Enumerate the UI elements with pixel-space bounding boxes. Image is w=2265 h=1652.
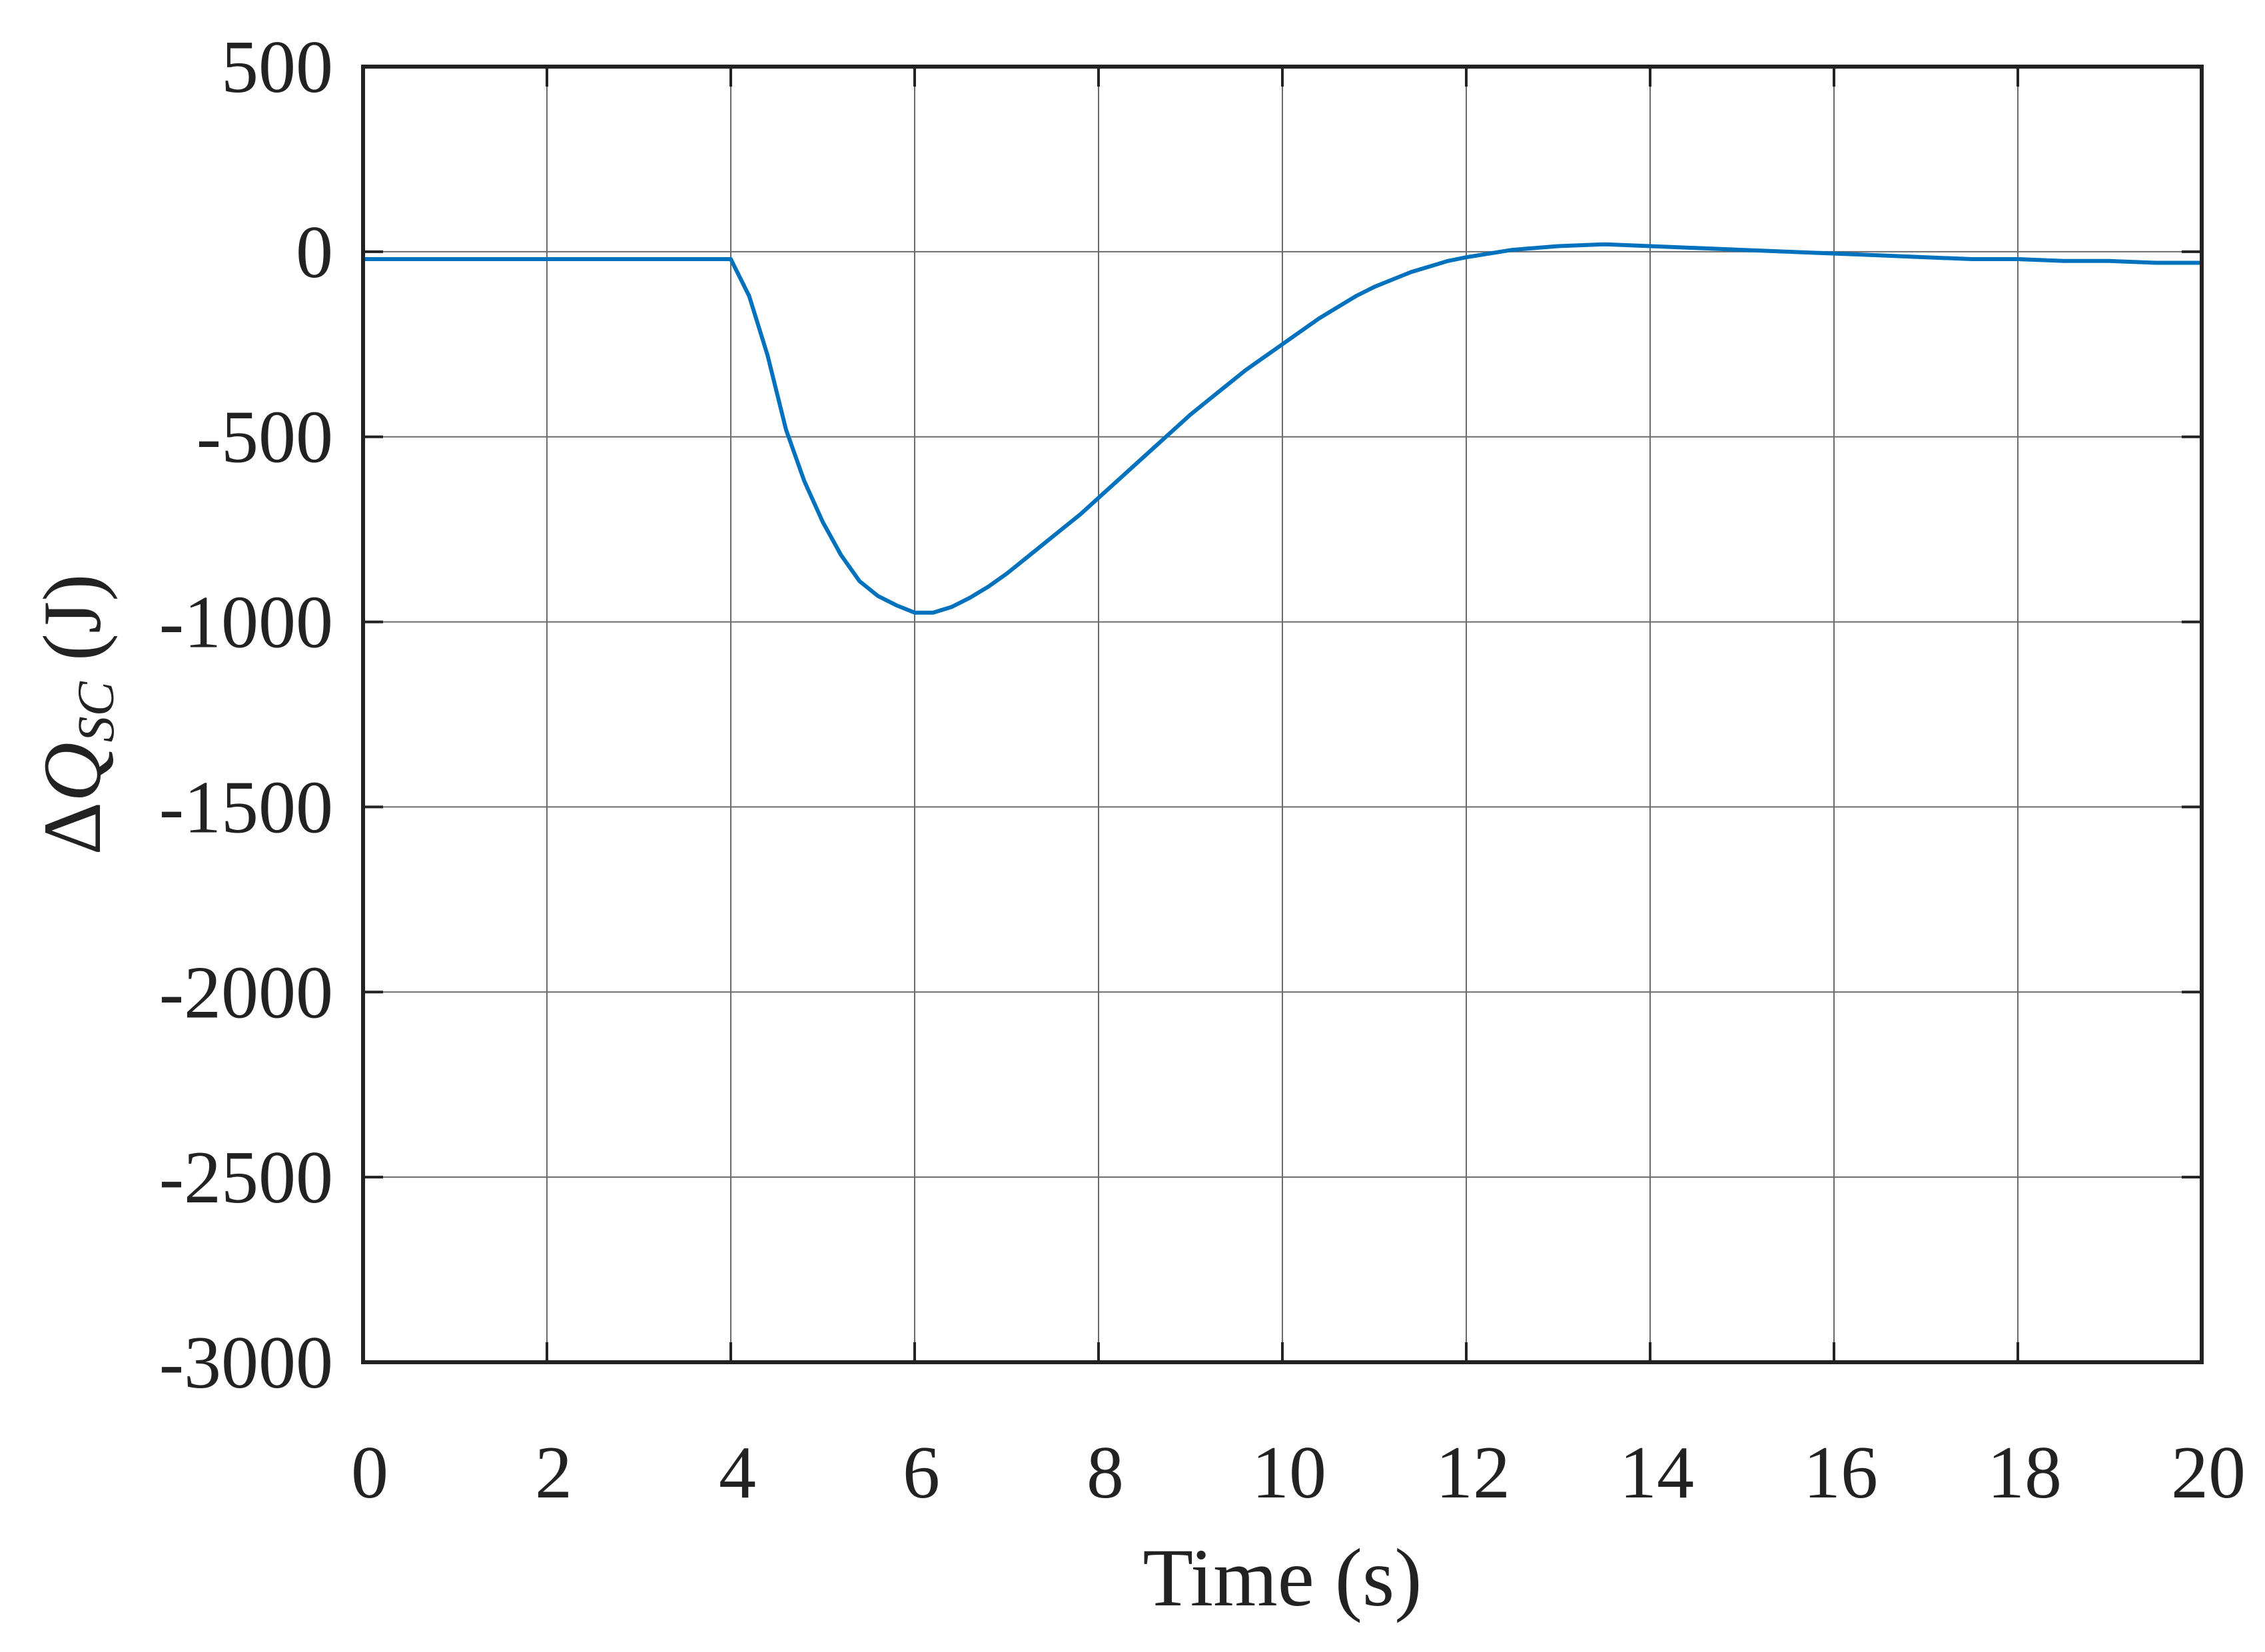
series-line <box>361 242 2204 615</box>
y-axis-label: ΔQSC (J) <box>27 574 125 855</box>
y-tick-label: 500 <box>221 26 333 109</box>
x-tick-label: 20 <box>2171 1432 2246 1514</box>
y-tick-labels: 500 0 -500 -1000 -1500 -2000 -2500 -3000 <box>159 26 333 1404</box>
x-tick-label: 0 <box>351 1432 388 1514</box>
y-axis-label-symbol: Q <box>27 742 118 802</box>
x-tick-label: 14 <box>1619 1432 1694 1514</box>
y-tick-label: -2000 <box>159 951 333 1034</box>
x-axis-label: Time (s) <box>1142 1532 1422 1623</box>
x-tick-label: 12 <box>1436 1432 1510 1514</box>
x-tick-label: 18 <box>1987 1432 2062 1514</box>
y-axis-label-unit: (J) <box>27 574 118 681</box>
x-tick-labels: 0 2 4 6 8 10 12 14 16 18 20 <box>351 1432 2246 1514</box>
x-tick-label: 10 <box>1252 1432 1326 1514</box>
x-tick-label: 8 <box>1087 1432 1124 1514</box>
x-tick-label: 4 <box>719 1432 756 1514</box>
y-tick-label: -3000 <box>159 1322 333 1404</box>
x-tick-label: 6 <box>903 1432 940 1514</box>
y-axis-label-subscript: SC <box>67 681 125 742</box>
y-tick-label: -500 <box>197 396 333 479</box>
y-tick-label: -1000 <box>159 582 333 664</box>
y-tick-label: -1500 <box>159 766 333 849</box>
grid <box>363 67 2202 1362</box>
x-tick-label: 2 <box>535 1432 572 1514</box>
x-tick-label: 16 <box>1803 1432 1878 1514</box>
tick-marks <box>362 65 2203 1364</box>
y-axis-label-delta: Δ <box>27 802 118 855</box>
y-tick-label: 0 <box>296 211 333 294</box>
y-tick-label: -2500 <box>159 1136 333 1219</box>
